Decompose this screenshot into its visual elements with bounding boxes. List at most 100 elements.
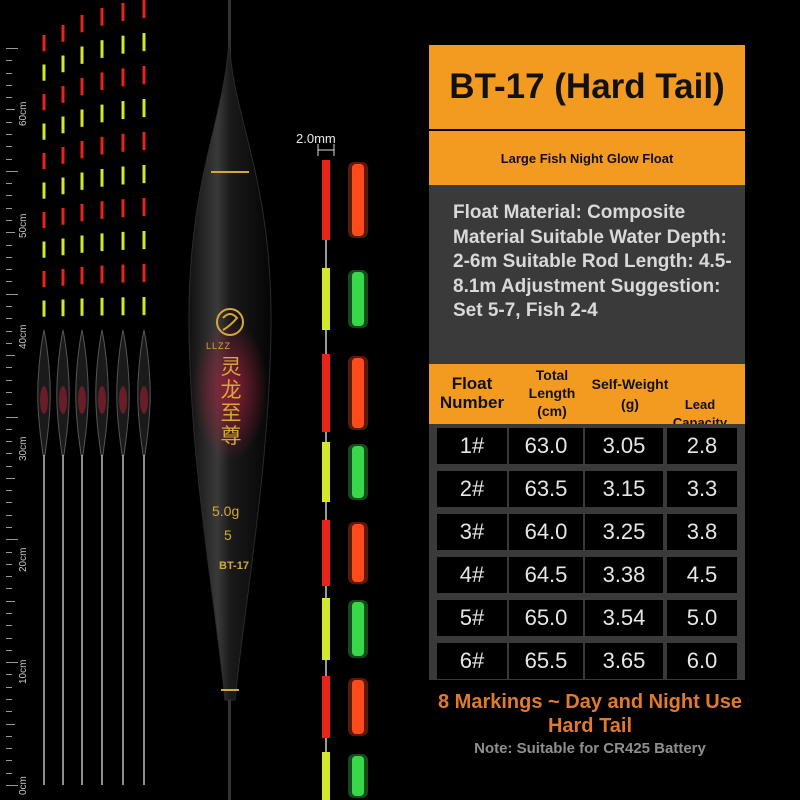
- ruler-tick: [6, 133, 12, 135]
- mini-float: [56, 25, 70, 785]
- mini-float-stem: [101, 455, 103, 785]
- mini-tip-segment: [142, 264, 146, 283]
- mini-float: [37, 35, 51, 785]
- ruler-tick: [6, 674, 12, 676]
- ruler-tick: [6, 219, 12, 221]
- ruler-tick: [6, 404, 12, 406]
- footer-line-2: Hard Tail: [547, 715, 633, 737]
- mini-tip-segment: [121, 101, 125, 120]
- tip-night-segment: [352, 680, 364, 734]
- ruler-tick: [6, 207, 12, 209]
- float-weight: 5.0g: [212, 503, 240, 519]
- ruler-tick: [6, 551, 12, 553]
- header-lead-capacity: Lead Capacity (g): [672, 397, 728, 424]
- ruler-tick: [6, 735, 12, 737]
- mini-float-glow: [119, 386, 127, 414]
- ruler-tick: [6, 785, 18, 786]
- table-cell: 64.0: [509, 514, 583, 550]
- tip-night-segment: [352, 164, 364, 236]
- header-total-length: Total Length (cm): [528, 367, 576, 419]
- mini-tip-segment: [142, 165, 146, 184]
- mini-tip-segment: [100, 265, 104, 284]
- mini-float-stem: [143, 455, 145, 785]
- ruler-tick: [6, 60, 12, 62]
- ruler-tick: [6, 699, 12, 701]
- float-red-glow: [192, 320, 268, 460]
- table-cell: 3.65: [585, 643, 663, 679]
- ruler-tick: [6, 477, 15, 479]
- ruler-tick: [6, 244, 12, 246]
- mini-float-glow: [98, 386, 106, 414]
- mini-float-glow: [140, 386, 148, 414]
- float-lineup: [37, 0, 151, 785]
- mini-tip-segment: [80, 204, 84, 222]
- product-description: Float Material: Composite Material Suita…: [453, 202, 732, 321]
- ruler-label: 60cm: [18, 101, 29, 126]
- ruler-tick: [6, 588, 12, 590]
- mini-tip-segment: [80, 172, 84, 190]
- table-cell: 3.38: [585, 557, 663, 593]
- mini-tip-segment: [42, 271, 46, 288]
- ruler-tick: [6, 527, 12, 529]
- dragon-logo-mark: [222, 313, 239, 331]
- mini-tip-segment: [42, 35, 46, 52]
- mini-tip-segment: [100, 233, 104, 252]
- table-cell: 63.5: [509, 471, 583, 507]
- mini-float: [116, 3, 130, 785]
- mini-tip-segment: [42, 300, 46, 317]
- mini-float-glow: [40, 386, 48, 414]
- ruler-label: 40cm: [18, 324, 29, 349]
- ruler-tick: [6, 416, 18, 418]
- ruler-tick: [6, 170, 18, 172]
- product-subtitle: Large Fish Night Glow Float: [500, 150, 674, 166]
- ruler-label: 20cm: [18, 547, 29, 572]
- product-title: BT-17 (Hard Tail): [449, 67, 725, 106]
- float-chinese-text: 灵龙至尊: [220, 355, 242, 448]
- mini-tip-segment: [121, 35, 125, 54]
- mini-tip-segment: [80, 141, 84, 159]
- ruler-tick: [6, 72, 12, 74]
- ruler-tick: [6, 441, 12, 443]
- table-cell: 3.3: [667, 471, 737, 507]
- table-cell: 2#: [437, 471, 507, 507]
- mini-tip-segment: [121, 264, 125, 283]
- mini-tip-segment: [121, 199, 125, 218]
- mini-tip-segment: [61, 238, 65, 256]
- mini-tip-segment: [42, 153, 46, 170]
- mini-tip-segment: [142, 132, 146, 151]
- ruler-tick: [6, 109, 15, 111]
- tip-day-segment: [322, 752, 330, 800]
- ruler-tick: [6, 637, 12, 639]
- large-float: [188, 0, 272, 800]
- ruler-tick: [6, 305, 12, 307]
- ruler-label: 0cm: [18, 776, 29, 795]
- table-cell: 1#: [437, 428, 507, 464]
- mini-tip-segment: [61, 147, 65, 164]
- mini-tip-segment: [42, 94, 46, 111]
- ruler-tick: [6, 97, 12, 99]
- title-box: BT-17 (Hard Tail): [429, 45, 745, 129]
- ruler-tick: [6, 84, 12, 86]
- mini-tip-segment: [42, 182, 46, 199]
- mini-tip-segment: [61, 55, 65, 73]
- ruler-tick: [6, 355, 15, 357]
- table-cell: 3.25: [585, 514, 663, 550]
- ruler-tick: [6, 625, 12, 627]
- mini-tip-segment: [121, 297, 125, 316]
- tip-night-segment: [352, 524, 364, 582]
- table-cell: 65.5: [509, 643, 583, 679]
- ruler-tick: [6, 379, 12, 381]
- float-number: 5: [224, 527, 232, 543]
- mini-tip-segment: [100, 40, 104, 58]
- ruler-tick: [6, 232, 15, 234]
- mini-float-glow: [78, 386, 86, 414]
- mini-tip-segment: [100, 201, 104, 219]
- table-cell: 3.05: [585, 428, 663, 464]
- footer-note: Note: Suitable for CR425 Battery: [474, 740, 706, 757]
- tip-day-segment: [322, 268, 330, 330]
- ruler-tick: [6, 121, 12, 123]
- table-cell: 3.15: [585, 471, 663, 507]
- ruler-label: 10cm: [18, 659, 29, 684]
- header-self-weight: Self-Weight (g): [591, 376, 669, 412]
- mini-tip-segment: [142, 33, 146, 52]
